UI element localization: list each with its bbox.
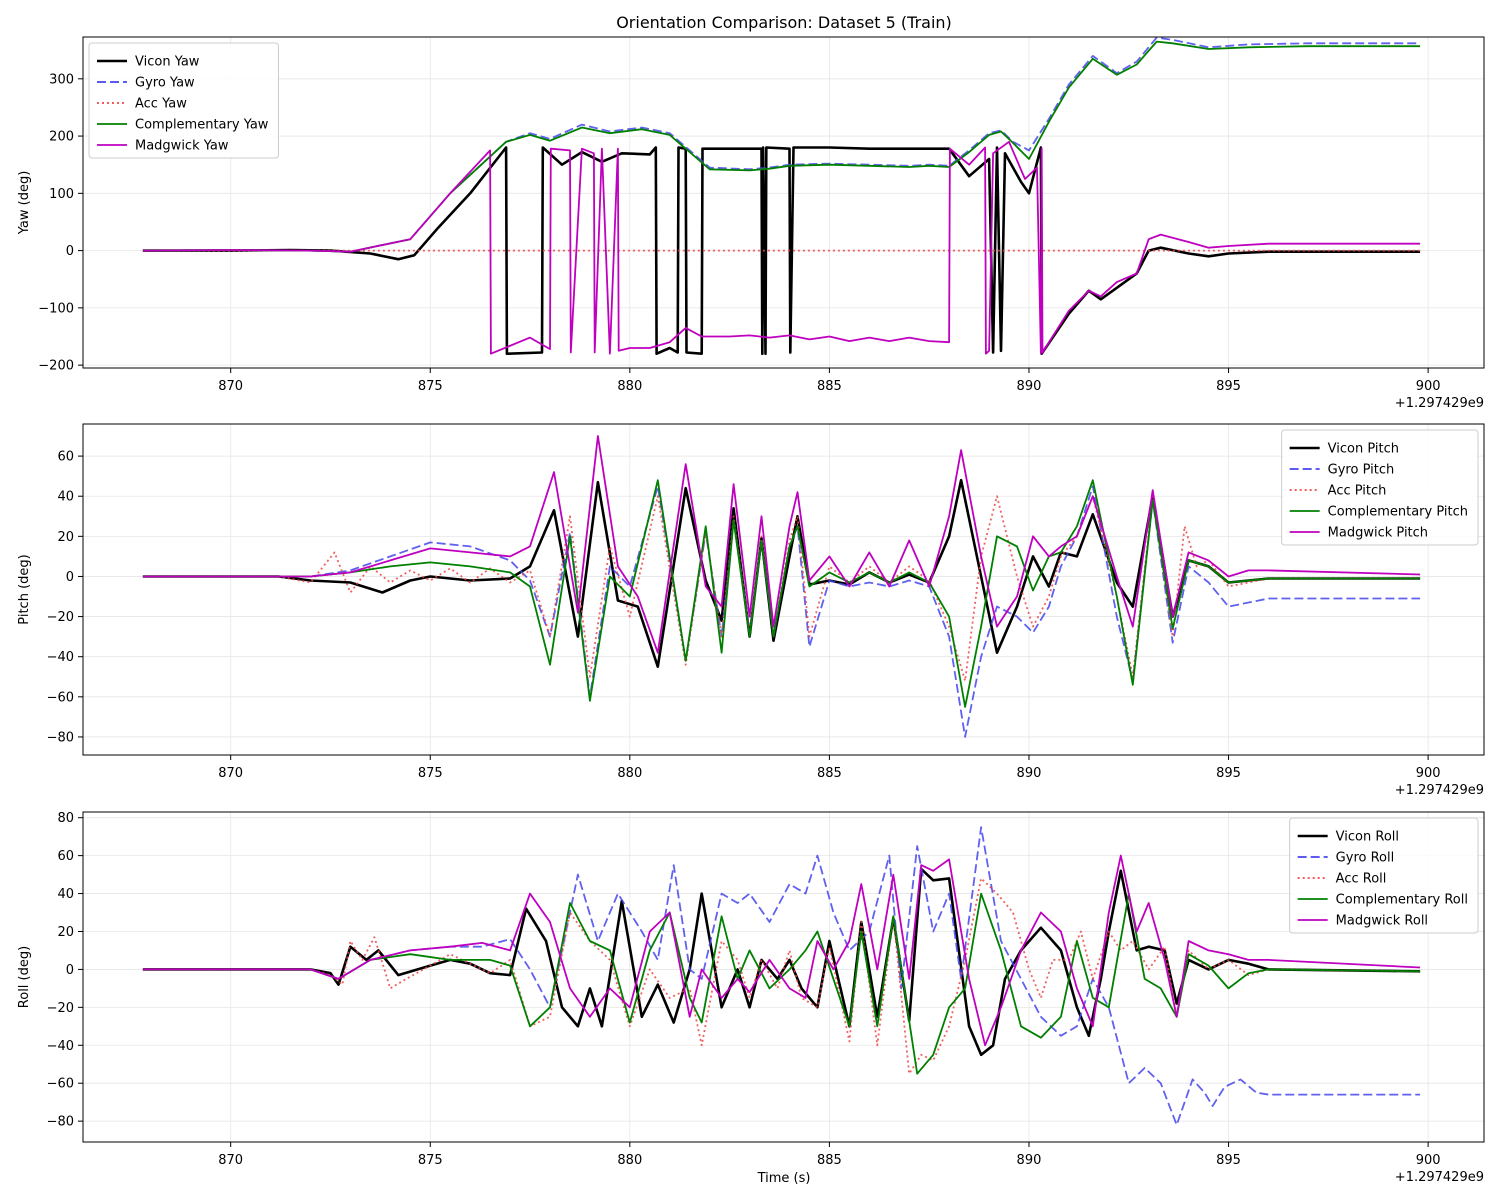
legend-box (88, 42, 279, 159)
x-offset-label: +1.297429e9 (1395, 783, 1484, 798)
y-tick-label: 100 (49, 187, 74, 202)
x-tick-label: 875 (418, 1153, 443, 1168)
legend-entry-label: Madgwick Yaw (135, 139, 229, 154)
legend-entry-label: Madgwick Roll (1336, 914, 1428, 929)
plot-frame (82, 36, 1485, 369)
series-line-madgwick (142, 854, 1421, 1047)
x-tick-label: 890 (1017, 1153, 1042, 1168)
x-tick-label: 900 (1416, 379, 1441, 394)
x-tick-label: 880 (617, 1153, 642, 1168)
legend-entry-label: Vicon Yaw (135, 55, 200, 70)
y-tick-label: −100 (38, 301, 74, 316)
x-tick-label: 875 (418, 766, 443, 781)
series-line-madgwick (142, 140, 1421, 355)
legend-entry-label: Acc Yaw (135, 97, 187, 112)
series-line-acc (142, 495, 1421, 682)
y-axis-label: Yaw (deg) (17, 171, 32, 236)
legend: Vicon Pitch Gyro Pitch Acc Pitch Complement… (1281, 429, 1479, 546)
x-tick-label: 870 (218, 1153, 243, 1168)
series-line-gyro (142, 485, 1421, 738)
x-tick-label: 870 (218, 379, 243, 394)
legend-entry-label: Vicon Roll (1336, 830, 1399, 845)
y-tick-label: 20 (57, 925, 74, 940)
y-tick-label: 60 (57, 849, 74, 864)
legend: Vicon Roll Gyro Roll Acc Roll Complementary… (1289, 817, 1479, 934)
x-tick-label: 895 (1216, 1153, 1241, 1168)
legend-entry-label: Complementary Pitch (1328, 505, 1468, 520)
y-tick-label: 0 (66, 963, 74, 978)
x-tick-label: 895 (1216, 379, 1241, 394)
y-tick-label: −80 (47, 730, 74, 745)
legend-box (1281, 429, 1479, 546)
y-tick-label: −40 (47, 1039, 74, 1054)
x-offset-label: +1.297429e9 (1395, 1170, 1484, 1185)
plot-frame (82, 423, 1485, 756)
legend-entry-label: Gyro Roll (1336, 851, 1395, 866)
legend-entry-label: Gyro Pitch (1328, 463, 1395, 478)
y-tick-label: −60 (47, 1077, 74, 1092)
series-group (142, 37, 1421, 355)
y-axis-label: Pitch (deg) (17, 554, 32, 624)
y-tick-label: 200 (49, 130, 74, 145)
legend-entry-label: Vicon Pitch (1328, 442, 1399, 457)
y-tick-label: 40 (57, 490, 74, 505)
x-offset-label: +1.297429e9 (1395, 396, 1484, 411)
plot-frame (82, 811, 1485, 1143)
y-tick-label: 40 (57, 887, 74, 902)
y-tick-label: 20 (57, 530, 74, 545)
y-tick-label: −80 (47, 1115, 74, 1130)
x-tick-label: 885 (817, 379, 842, 394)
series-line-gyro (142, 37, 1421, 253)
subplot-3: 870 875 880 885 890 895 900 −80 −60 −40 −20 0 20 40 60… (17, 811, 1485, 1185)
legend-entry-label: Acc Pitch (1328, 484, 1387, 499)
legend-entry-label: Complementary Yaw (135, 118, 269, 133)
series-line-complementary (142, 40, 1421, 253)
series-group (142, 435, 1421, 738)
y-tick-label: −20 (47, 1001, 74, 1016)
figure-title: Orientation Comparison: Dataset 5 (Train… (616, 13, 952, 32)
x-tick-label: 900 (1416, 766, 1441, 781)
x-tick-label: 900 (1416, 1153, 1441, 1168)
y-tick-label: −20 (47, 610, 74, 625)
x-tick-label: 880 (617, 766, 642, 781)
series-group (142, 826, 1421, 1126)
series-line-gyro (142, 826, 1421, 1126)
y-tick-label: −60 (47, 690, 74, 705)
legend-entry-label: Gyro Yaw (135, 76, 195, 91)
y-tick-label: 80 (57, 811, 74, 826)
y-tick-label: −40 (47, 650, 74, 665)
y-tick-label: 300 (49, 72, 74, 87)
x-tick-label: 875 (418, 379, 443, 394)
series-line-complementary (142, 479, 1421, 708)
series-line-acc (142, 877, 1421, 1075)
y-axis-label: Roll (deg) (17, 946, 32, 1008)
series-line-complementary (142, 892, 1421, 1075)
x-tick-label: 895 (1216, 766, 1241, 781)
subplot-1: 870 875 880 885 890 895 900 −200 −100 0 100 200 300 +… (17, 36, 1485, 411)
x-tick-label: 885 (817, 1153, 842, 1168)
subplot-2: 870 875 880 885 890 895 900 −80 −60 −40 −20 0 20 40 60… (17, 423, 1485, 798)
x-tick-label: 890 (1017, 766, 1042, 781)
x-tick-label: 890 (1017, 379, 1042, 394)
legend-box (1289, 817, 1479, 934)
x-tick-label: 885 (817, 766, 842, 781)
legend: Vicon Yaw Gyro Yaw Acc Yaw Complementary Ya… (88, 42, 279, 159)
legend-entry-label: Madgwick Pitch (1328, 526, 1428, 541)
y-tick-label: −200 (38, 359, 74, 374)
series-line-madgwick (142, 435, 1421, 654)
subplot-stack: 870 875 880 885 890 895 900−200−1000100200300+… (17, 36, 1485, 1185)
y-tick-label: 0 (66, 244, 74, 259)
legend-entry-label: Complementary Roll (1336, 893, 1468, 908)
x-tick-label: 870 (218, 766, 243, 781)
y-tick-label: 60 (57, 450, 74, 465)
x-axis-label: Time (s) (757, 1171, 811, 1186)
x-tick-label: 880 (617, 379, 642, 394)
legend-entry-label: Acc Roll (1336, 872, 1387, 887)
y-tick-label: 0 (66, 570, 74, 585)
